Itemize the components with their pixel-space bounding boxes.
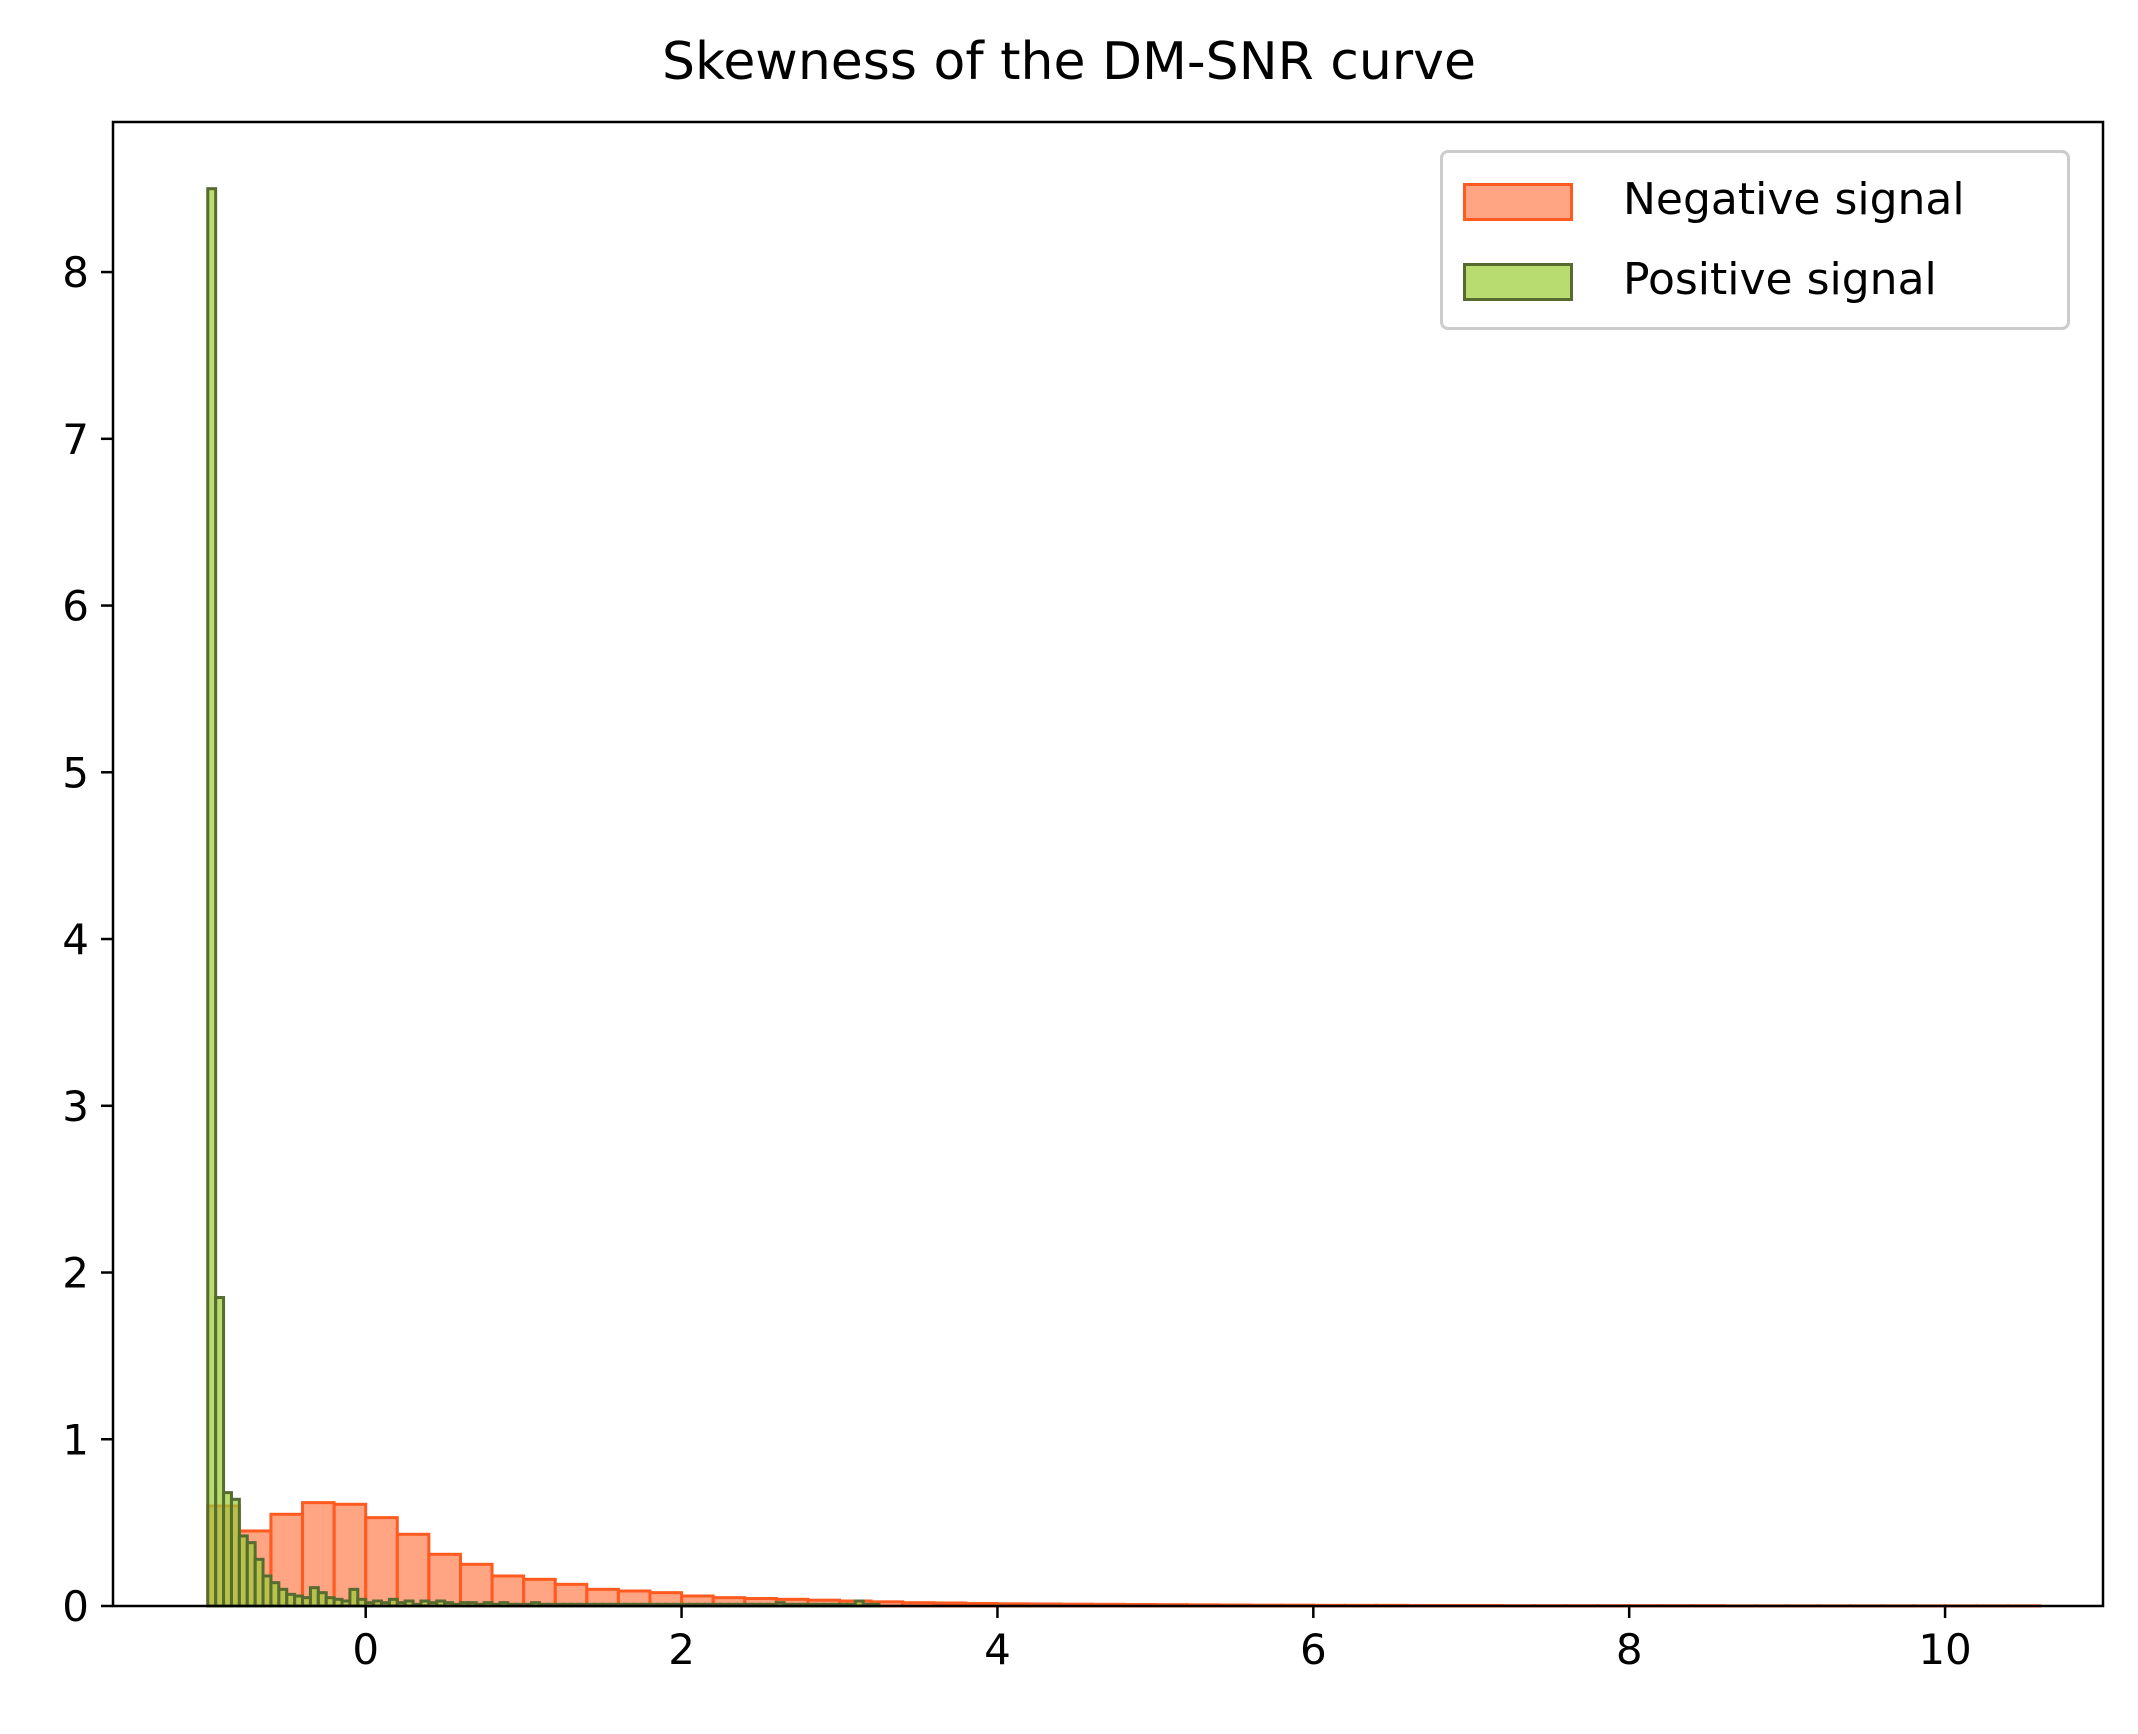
y-tick-label-2: 2 [62,1249,89,1298]
y-tick-label-8: 8 [62,248,89,297]
legend-swatch-positive [1463,263,1573,301]
x-tick-label-8: 8 [1616,1625,1643,1674]
y-axis-ticks: 0 1 2 3 4 5 6 7 8 [62,248,113,1631]
legend-item-positive: Positive signal [1463,255,2063,305]
y-tick-label-4: 4 [62,915,89,964]
x-tick-label-4: 4 [984,1625,1011,1674]
x-axis-ticks: 0 2 4 6 8 10 [352,1606,1972,1674]
negative-signal-bar-5 [364,1516,399,1608]
y-tick-label-6: 6 [62,582,89,631]
legend-label-negative: Negative signal [1623,174,1965,225]
y-tick-label-0: 0 [62,1582,89,1631]
y-tick-label-3: 3 [62,1082,89,1131]
y-tick-label-1: 1 [62,1415,89,1464]
negative-signal-bar-11 [553,1582,589,1608]
chart-title: Skewness of the DM-SNR curve [662,32,1476,92]
negative-signal-bar-9 [490,1574,526,1608]
negative-signal-bars [206,1501,2042,1608]
legend-swatch-negative [1463,183,1573,221]
y-tick-label-5: 5 [62,748,89,797]
negative-signal-bar-6 [395,1532,431,1608]
legend-label-positive: Positive signal [1623,254,1937,305]
negative-signal-bar-8 [458,1562,494,1608]
x-tick-label-10: 10 [1918,1625,1971,1674]
positive-signal-bars [206,187,881,1608]
negative-signal-bar-7 [427,1552,462,1608]
axes-frame [111,120,2105,1608]
legend: Negative signal Positive signal [1440,150,2070,330]
x-tick-label-6: 6 [1300,1625,1327,1674]
y-tick-label-7: 7 [62,415,89,464]
x-tick-label-2: 2 [668,1625,695,1674]
legend-item-negative: Negative signal [1463,175,2063,225]
x-tick-label-0: 0 [352,1625,379,1674]
